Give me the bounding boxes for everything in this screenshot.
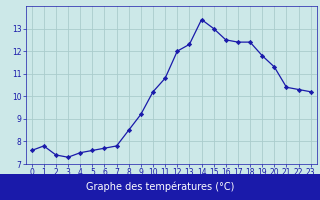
Text: Graphe des températures (°C): Graphe des températures (°C) xyxy=(86,182,234,192)
